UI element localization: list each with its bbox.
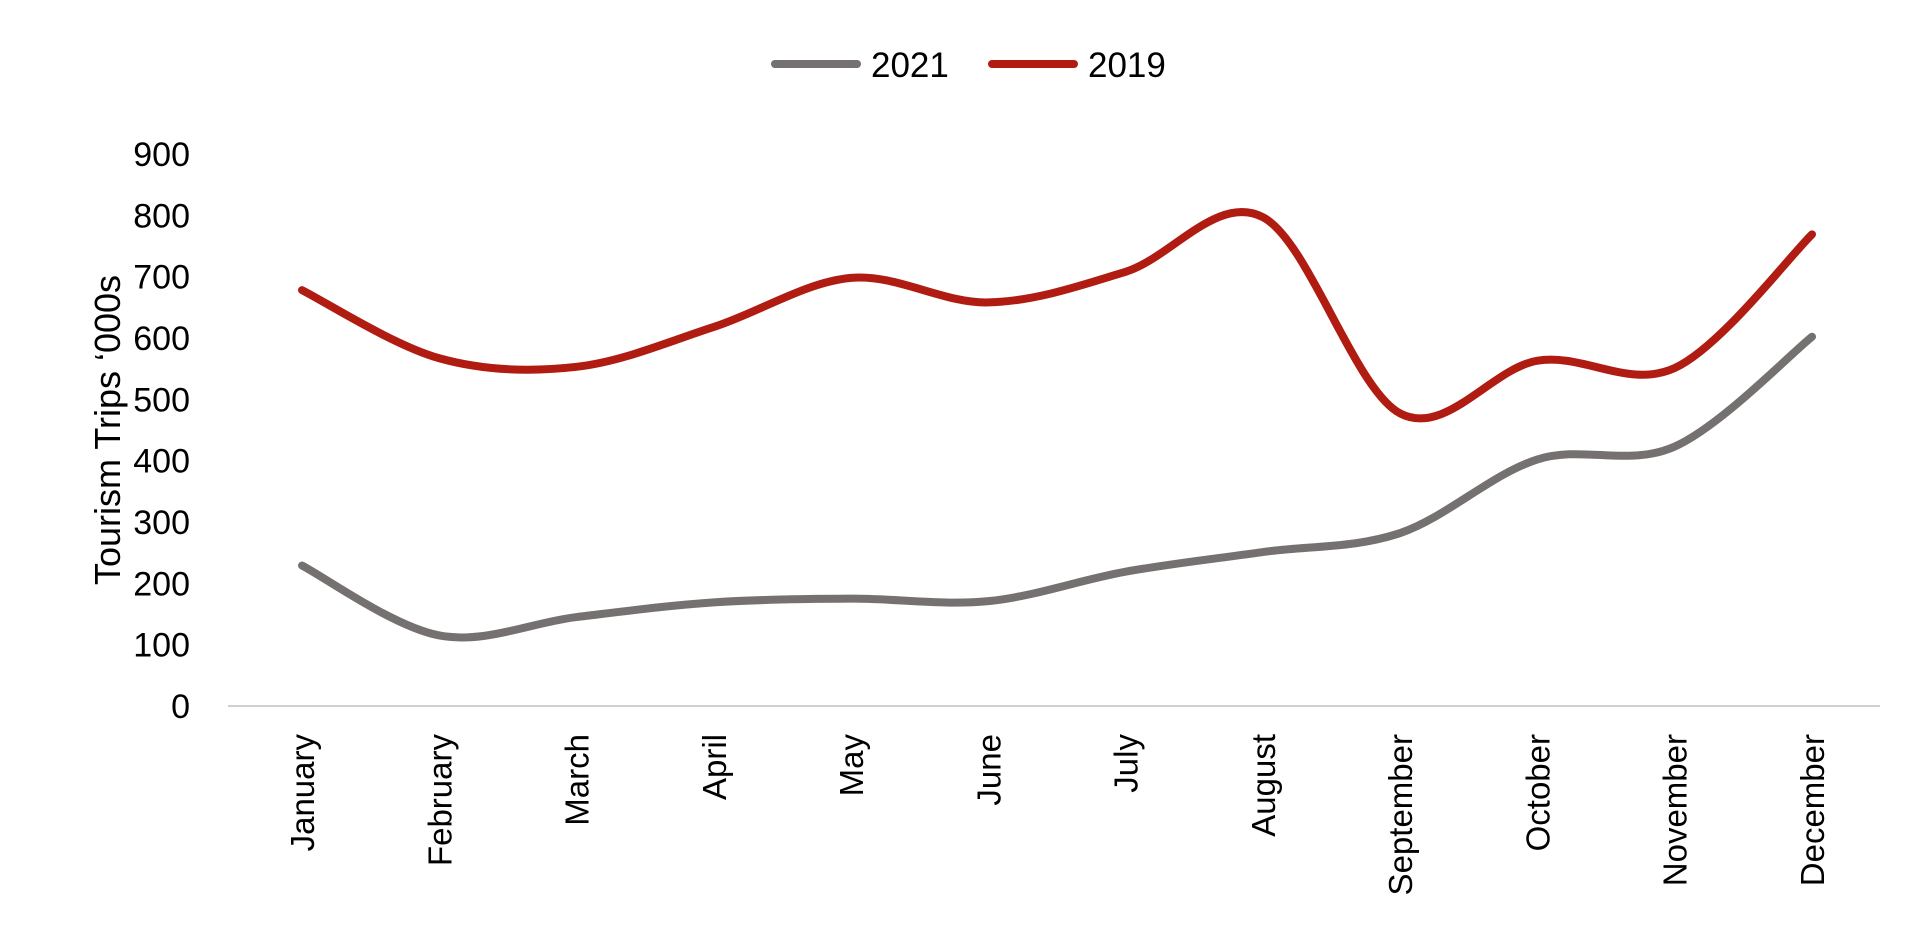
y-tick-label: 100 xyxy=(133,627,190,665)
x-tick-label: November xyxy=(1657,734,1694,886)
x-tick-label: June xyxy=(970,734,1007,806)
x-tick-label: September xyxy=(1382,734,1419,895)
y-tick-label: 200 xyxy=(133,565,190,603)
y-tick-label: 800 xyxy=(133,197,190,235)
legend-label-2021: 2021 xyxy=(871,46,949,85)
legend: 2021 2019 xyxy=(775,46,1166,85)
y-axis-ticks: 0 100 200 300 400 500 600 700 800 900 xyxy=(133,136,190,726)
series-line-2021 xyxy=(302,337,1812,638)
x-tick-label: April xyxy=(696,734,733,800)
x-tick-label: March xyxy=(559,734,596,826)
y-tick-label: 400 xyxy=(133,443,190,481)
y-tick-label: 300 xyxy=(133,504,190,542)
series-lines xyxy=(302,212,1812,637)
x-tick-label: May xyxy=(833,734,870,797)
legend-label-2019: 2019 xyxy=(1088,46,1166,85)
y-axis-label: Tourism Trips ‘000s xyxy=(87,275,128,585)
x-tick-label: October xyxy=(1519,734,1556,851)
x-tick-label: January xyxy=(284,734,321,852)
x-tick-label: July xyxy=(1108,734,1145,793)
y-tick-label: 500 xyxy=(133,381,190,419)
x-axis-ticks: January February March April May June July Augu… xyxy=(284,734,1831,896)
series-line-2019 xyxy=(302,212,1812,418)
y-tick-label: 0 xyxy=(171,688,190,726)
x-tick-label: August xyxy=(1245,734,1282,837)
x-tick-label: December xyxy=(1794,734,1831,886)
y-tick-label: 600 xyxy=(133,320,190,358)
y-tick-label: 700 xyxy=(133,259,190,297)
x-tick-label: February xyxy=(421,734,458,867)
y-tick-label: 900 xyxy=(133,136,190,174)
